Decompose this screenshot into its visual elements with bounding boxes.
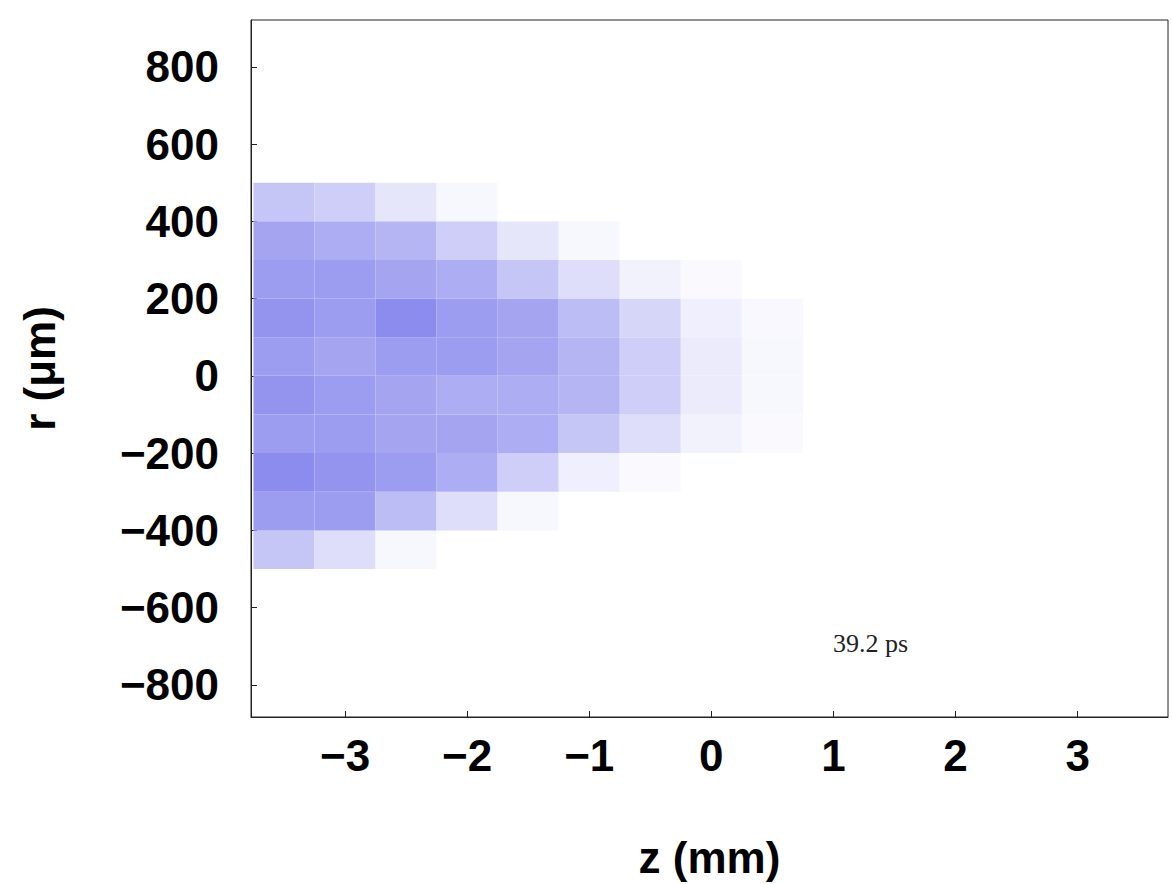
svg-text:−200: −200	[120, 429, 219, 478]
svg-text:z (mm): z (mm)	[639, 833, 781, 882]
svg-text:2: 2	[943, 731, 967, 780]
svg-text:800: 800	[146, 42, 219, 91]
svg-text:−3: −3	[320, 731, 370, 780]
svg-text:r (μm): r (μm)	[15, 306, 64, 431]
svg-text:−2: −2	[442, 731, 492, 780]
svg-text:400: 400	[146, 197, 219, 246]
svg-text:39.2 ps: 39.2 ps	[833, 629, 908, 658]
svg-text:1: 1	[821, 731, 845, 780]
svg-text:−600: −600	[120, 583, 219, 632]
svg-text:3: 3	[1065, 731, 1089, 780]
svg-text:0: 0	[699, 731, 723, 780]
svg-text:−1: −1	[564, 731, 614, 780]
svg-text:−400: −400	[120, 506, 219, 555]
svg-text:200: 200	[146, 274, 219, 323]
svg-text:600: 600	[146, 120, 219, 169]
svg-text:0: 0	[195, 351, 219, 400]
svg-text:−800: −800	[120, 660, 219, 709]
